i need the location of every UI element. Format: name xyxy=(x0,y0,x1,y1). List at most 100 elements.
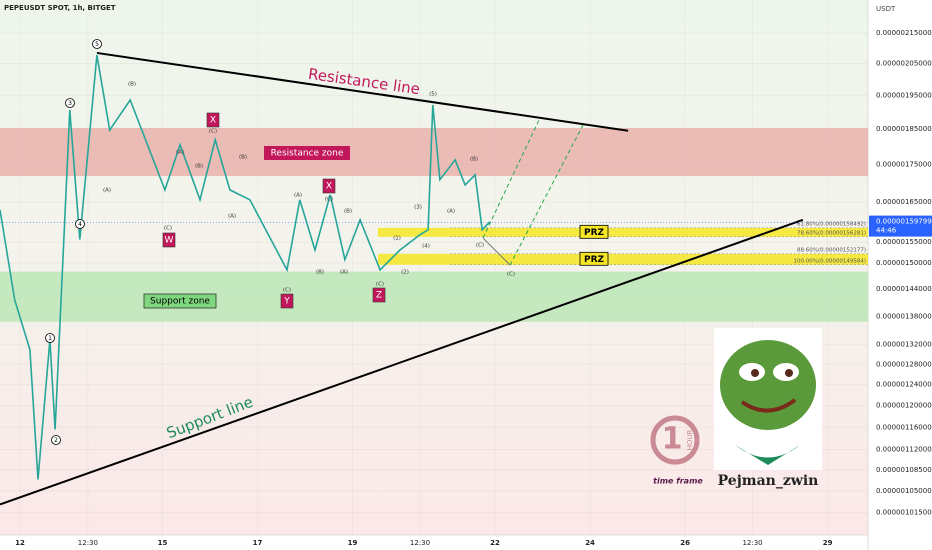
wave-letter: X xyxy=(210,116,216,126)
y-tick-label: 0.00000124000 xyxy=(876,381,932,389)
prz-box xyxy=(579,251,609,266)
badge-number: 1 xyxy=(662,422,683,457)
wave-letter-box xyxy=(162,232,176,248)
y-tick-label: 0.00000128000 xyxy=(876,360,932,368)
sub-label: (1) xyxy=(393,236,401,242)
y-tick-label: 0.00000215000 xyxy=(876,29,932,37)
zone-label: Resistance zone xyxy=(271,149,344,159)
sub-label: (5) xyxy=(429,92,437,98)
x-tick-label: 22 xyxy=(490,539,500,547)
wave-number-ring xyxy=(65,98,75,108)
avatar-pupil xyxy=(751,369,759,377)
zone xyxy=(0,271,868,322)
wave-letter-box xyxy=(280,293,294,309)
sub-label: (C) xyxy=(476,243,484,249)
wave-letter: W xyxy=(165,236,174,246)
wave-letter: Y xyxy=(283,297,290,307)
x-tick-label: 15 xyxy=(158,539,168,547)
sub-label: (A) xyxy=(176,150,184,156)
y-tick-label: 0.00000108500 xyxy=(876,466,932,474)
avatar-pupil xyxy=(785,369,793,377)
sub-label: (C) xyxy=(209,129,217,135)
sub-label: (A) xyxy=(294,193,302,199)
sub-label: (C) xyxy=(507,272,515,278)
zone xyxy=(0,127,868,176)
wave-letter: X xyxy=(326,182,332,192)
fib-label: 61.80%(0.00000158492) xyxy=(797,221,866,227)
y-tick-label: 0.00000101500 xyxy=(876,509,932,517)
y-tick-label: 0.00000205000 xyxy=(876,59,932,67)
projection xyxy=(482,237,511,266)
wave-number: 1 xyxy=(48,335,52,342)
fib-label: 78.60%(0.00000156281) xyxy=(797,230,866,236)
wave-number: 5 xyxy=(95,41,99,48)
x-tick-label: 12 xyxy=(15,539,25,547)
y-tick-label: 0.00000120000 xyxy=(876,402,932,410)
price-line xyxy=(0,54,491,480)
x-tick-label: 17 xyxy=(253,539,263,547)
projection xyxy=(509,124,584,266)
sub-label: (3) xyxy=(414,205,422,211)
avatar-ornament xyxy=(735,445,800,465)
wave-letter-box xyxy=(322,178,336,194)
sub-label: (C) xyxy=(283,288,291,294)
currency: USDT xyxy=(876,5,896,13)
fib-label: 88.60%(0.00000152177) xyxy=(797,247,866,253)
badge-ring xyxy=(650,415,700,465)
x-tick-label: 12:30 xyxy=(410,539,430,547)
sub-label: (B) xyxy=(128,82,136,88)
y-tick-label: 0.00000185000 xyxy=(876,125,932,133)
y-tick-label: 0.00000144000 xyxy=(876,285,932,293)
last-price-label: 0.00000159799 xyxy=(876,218,932,226)
wave-letter: Z xyxy=(376,291,382,301)
sub-label: (A) xyxy=(228,214,236,220)
wave-number-ring xyxy=(75,219,85,229)
sub-label: (4) xyxy=(422,244,430,250)
avatar xyxy=(720,340,816,430)
badge-text: HOUR xyxy=(686,429,694,450)
sub-label: (A) xyxy=(447,209,455,215)
author: Pejman_zwin xyxy=(718,473,819,489)
wave-number-ring xyxy=(45,333,55,343)
sub-label: (B) xyxy=(239,155,247,161)
y-tick-label: 0.00000105000 xyxy=(876,487,932,495)
projection xyxy=(482,117,541,239)
zone-label: Support zone xyxy=(150,297,210,307)
wave-number: 4 xyxy=(78,221,82,228)
prz-label: PRZ xyxy=(584,228,605,238)
sub-label: (2) xyxy=(401,270,409,276)
prz-box xyxy=(579,224,609,239)
sub-label: (B) xyxy=(470,157,478,163)
sub-label: (A) xyxy=(103,188,111,194)
x-tick-label: 26 xyxy=(680,539,690,547)
y-tick-label: 0.00000195000 xyxy=(876,91,932,99)
trend-line xyxy=(96,51,629,132)
sub-label: (B) xyxy=(195,164,203,170)
sub-label: (B) xyxy=(344,209,352,215)
sub-label: (C) xyxy=(376,282,384,288)
countdown: 44:46 xyxy=(876,227,897,235)
avatar-mouth xyxy=(740,398,797,413)
zone-label-box xyxy=(264,146,350,160)
wave-letter-box xyxy=(206,112,220,128)
y-tick-label: 0.00000175000 xyxy=(876,161,932,169)
y-tick-label: 0.00000116000 xyxy=(876,423,932,431)
x-tick-label: 12:30 xyxy=(742,539,762,547)
prz-band xyxy=(378,253,868,265)
chart-title: PEPEUSDT SPOT, 1h, BITGET xyxy=(4,4,116,12)
x-tick-label: 29 xyxy=(823,539,833,547)
wave-letter-box xyxy=(372,287,386,303)
prz-label: PRZ xyxy=(584,255,605,265)
y-tick-label: 0.00000138000 xyxy=(876,312,932,320)
sub-label: (B) xyxy=(316,270,324,276)
zone-label-box xyxy=(143,293,217,309)
y-tick-label: 0.00000165000 xyxy=(876,198,932,206)
y-tick-label: 0.00000132000 xyxy=(876,341,932,349)
sub-label: (C) xyxy=(325,197,333,203)
sub-label: (C) xyxy=(164,226,172,232)
sub-label: (A) xyxy=(340,270,348,276)
y-tick-label: 0.00000112000 xyxy=(876,446,932,454)
fib-label: 100.00%(0.00000149584) xyxy=(793,258,866,264)
x-tick-label: 24 xyxy=(585,539,595,547)
